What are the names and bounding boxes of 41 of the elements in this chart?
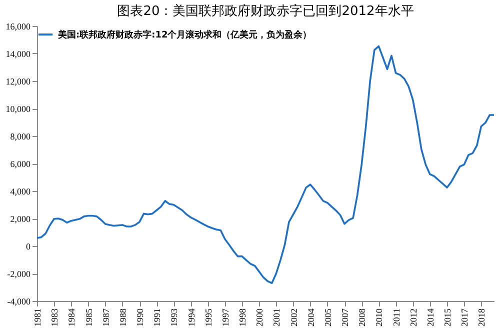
- x-tick-label: 2011: [391, 308, 402, 326]
- line-series: [36, 45, 495, 284]
- x-tick-label: 2000: [254, 308, 265, 326]
- y-tick-label: 2,000: [10, 214, 31, 224]
- x-tick-label: 1984: [66, 308, 77, 326]
- x-tick-label: 2001: [272, 308, 282, 326]
- x-tick-label: 2007: [340, 308, 350, 326]
- x-tick-label: 2004: [306, 308, 316, 326]
- y-tick-label: 8,000: [10, 132, 31, 142]
- x-tick-label: 1983: [50, 308, 60, 326]
- x-tick-label: 1991: [152, 308, 162, 326]
- x-tick-label: 1981: [32, 308, 42, 326]
- y-tick-label: 0: [26, 242, 31, 252]
- y-tick-label: 10,000: [6, 104, 31, 114]
- x-tick-label: 2008: [357, 308, 368, 326]
- x-tick-label: 1994: [186, 308, 196, 326]
- x-tick-label: 2010: [374, 308, 384, 326]
- x-tick-label: 1990: [135, 308, 146, 326]
- x-tick-label: 2017: [460, 308, 470, 326]
- y-tick-label: 4,000: [10, 186, 31, 196]
- x-tick-label: 2002: [288, 308, 299, 326]
- y-tick-label: 16,000: [6, 22, 31, 32]
- chart-title: 图表20：美国联邦政府财政赤字已回到2012年水平: [117, 3, 414, 19]
- x-tick-label: 1997: [220, 308, 230, 326]
- x-tick-label: 1993: [169, 308, 180, 326]
- x-tick-label: 2005: [322, 308, 333, 326]
- y-tick-label: 12,000: [6, 76, 31, 86]
- x-tick-label: 1987: [100, 308, 111, 326]
- x-tick-label: 2015: [442, 308, 453, 326]
- x-tick-label: 2014: [425, 308, 436, 326]
- y-tick-label: 14,000: [6, 49, 31, 59]
- legend-label: 美国:联邦政府财政赤字:12个月滚动求和（亿美元，负为盈余）: [57, 30, 312, 40]
- x-tick-label: 2018: [476, 308, 487, 326]
- x-tick-label: 1995: [203, 308, 214, 326]
- y-tick-label: 6,000: [10, 159, 31, 169]
- x-tick-label: 2012: [408, 308, 418, 326]
- x-tick-label: 1988: [118, 308, 128, 326]
- x-tick-label: 1985: [84, 308, 94, 326]
- y-tick-label: -2,000: [7, 269, 31, 279]
- x-tick-label: 1998: [238, 308, 248, 326]
- y-tick-label: -4,000: [7, 296, 31, 306]
